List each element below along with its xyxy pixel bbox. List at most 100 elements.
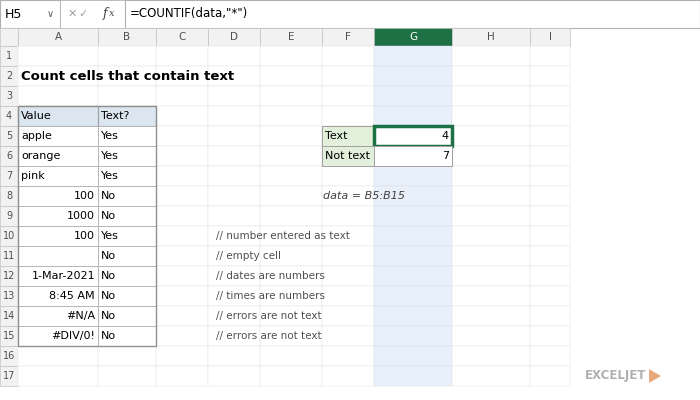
Text: No: No xyxy=(101,311,116,321)
Bar xyxy=(98,226,156,246)
Bar xyxy=(374,326,452,346)
Bar xyxy=(530,126,570,146)
Bar xyxy=(98,146,156,166)
Text: 2: 2 xyxy=(6,71,12,81)
Bar xyxy=(98,146,156,166)
Bar xyxy=(98,166,156,186)
Bar xyxy=(18,86,98,106)
Bar xyxy=(260,106,322,126)
Bar xyxy=(530,266,570,286)
Bar xyxy=(452,106,530,126)
Bar xyxy=(260,226,322,246)
Text: 15: 15 xyxy=(3,331,15,341)
Bar xyxy=(530,326,570,346)
Bar xyxy=(260,206,322,226)
Bar xyxy=(260,366,322,386)
Bar xyxy=(322,286,374,306)
Bar xyxy=(156,206,208,226)
Bar xyxy=(374,346,452,366)
Text: EXCELJET: EXCELJET xyxy=(585,370,646,382)
Text: Text?: Text? xyxy=(101,111,130,121)
Bar xyxy=(18,46,98,66)
Bar xyxy=(98,186,156,206)
Bar xyxy=(374,246,452,266)
Bar xyxy=(0,0,60,28)
Bar xyxy=(260,166,322,186)
Text: I: I xyxy=(549,32,552,42)
Bar xyxy=(0,28,18,46)
Bar xyxy=(156,226,208,246)
Bar xyxy=(98,28,156,46)
Bar xyxy=(322,346,374,366)
Bar xyxy=(530,46,570,66)
Bar xyxy=(530,86,570,106)
Text: Yes: Yes xyxy=(101,231,119,241)
Text: B: B xyxy=(123,32,131,42)
Bar xyxy=(322,126,374,146)
Text: // times are numbers: // times are numbers xyxy=(216,291,325,301)
Bar xyxy=(452,146,530,166)
Bar xyxy=(322,326,374,346)
Bar xyxy=(374,166,452,186)
Bar xyxy=(452,86,530,106)
Text: 13: 13 xyxy=(3,291,15,301)
Bar xyxy=(260,266,322,286)
Text: A: A xyxy=(55,32,62,42)
Bar xyxy=(452,306,530,326)
Text: 1-Mar-2021: 1-Mar-2021 xyxy=(32,271,95,281)
Bar xyxy=(208,186,260,206)
Bar xyxy=(322,28,374,46)
Text: 6: 6 xyxy=(6,151,12,161)
Bar xyxy=(452,246,530,266)
Bar xyxy=(0,66,18,86)
Bar xyxy=(0,266,18,286)
Bar xyxy=(452,346,530,366)
Bar xyxy=(530,106,570,126)
Bar xyxy=(208,28,260,46)
Bar xyxy=(530,346,570,366)
Bar xyxy=(18,66,98,86)
Bar xyxy=(156,366,208,386)
Bar xyxy=(156,286,208,306)
Bar xyxy=(374,226,452,246)
Text: No: No xyxy=(101,331,116,341)
Bar xyxy=(18,326,98,346)
Text: No: No xyxy=(101,191,116,201)
Bar xyxy=(18,146,98,166)
Bar xyxy=(530,66,570,86)
Bar xyxy=(18,246,98,266)
Text: Text: Text xyxy=(325,131,347,141)
Bar xyxy=(452,28,530,46)
Bar xyxy=(98,46,156,66)
Bar xyxy=(530,226,570,246)
Bar xyxy=(156,66,208,86)
Bar xyxy=(260,66,322,86)
Bar xyxy=(98,106,156,126)
Bar xyxy=(208,266,260,286)
Bar xyxy=(260,126,322,146)
Text: 8:45 AM: 8:45 AM xyxy=(50,291,95,301)
Bar xyxy=(322,146,374,166)
Bar xyxy=(156,46,208,66)
Bar xyxy=(260,326,322,346)
Text: pink: pink xyxy=(21,171,45,181)
Bar xyxy=(260,346,322,366)
Bar xyxy=(374,106,452,126)
Bar xyxy=(18,366,98,386)
Text: 12: 12 xyxy=(3,271,15,281)
Bar xyxy=(98,306,156,326)
Text: Not text: Not text xyxy=(325,151,370,161)
Bar xyxy=(0,146,18,166)
Bar xyxy=(208,206,260,226)
Bar xyxy=(452,366,530,386)
Bar xyxy=(98,226,156,246)
Bar xyxy=(18,206,98,226)
Bar xyxy=(452,286,530,306)
Bar xyxy=(18,286,98,306)
Bar xyxy=(18,146,98,166)
Bar xyxy=(322,246,374,266)
Text: 17: 17 xyxy=(3,371,15,381)
Bar xyxy=(156,346,208,366)
Bar xyxy=(98,206,156,226)
Text: // dates are numbers: // dates are numbers xyxy=(216,271,325,281)
